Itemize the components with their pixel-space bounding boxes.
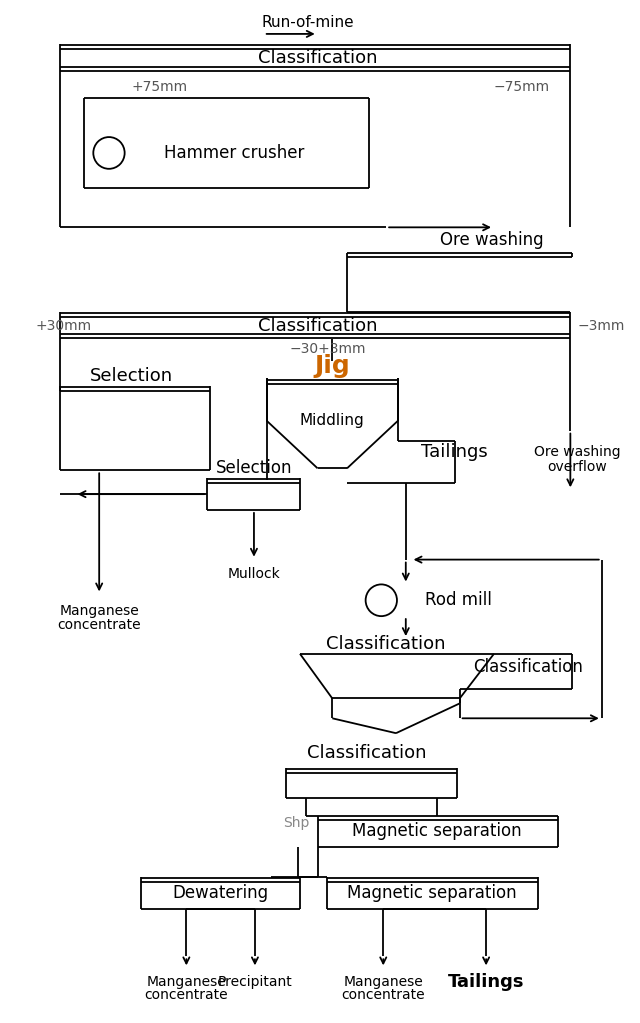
Text: Selection: Selection bbox=[216, 459, 292, 478]
Text: Tailings: Tailings bbox=[421, 444, 488, 461]
Text: concentrate: concentrate bbox=[145, 988, 228, 1003]
Text: Manganese: Manganese bbox=[147, 975, 226, 989]
Text: Magnetic separation: Magnetic separation bbox=[348, 884, 517, 902]
Text: concentrate: concentrate bbox=[58, 618, 141, 632]
Text: Classification: Classification bbox=[326, 635, 446, 653]
Text: +30mm: +30mm bbox=[35, 318, 92, 332]
Text: Shp: Shp bbox=[284, 816, 310, 831]
Text: Magnetic separation: Magnetic separation bbox=[352, 822, 522, 840]
Text: −30+3mm: −30+3mm bbox=[289, 343, 365, 356]
Text: Selection: Selection bbox=[90, 367, 173, 385]
Text: Ore washing: Ore washing bbox=[440, 231, 544, 250]
Text: +75mm: +75mm bbox=[131, 81, 188, 94]
Text: Classification: Classification bbox=[474, 658, 583, 676]
Text: Middling: Middling bbox=[300, 413, 365, 429]
Text: Classification: Classification bbox=[258, 49, 378, 66]
Text: Classification: Classification bbox=[258, 316, 378, 335]
Text: Mullock: Mullock bbox=[228, 568, 280, 581]
Text: Hammer crusher: Hammer crusher bbox=[164, 144, 305, 162]
Text: Jig: Jig bbox=[314, 354, 350, 379]
Text: Dewatering: Dewatering bbox=[173, 884, 269, 902]
Text: −75mm: −75mm bbox=[494, 81, 550, 94]
Text: Classification: Classification bbox=[307, 744, 426, 762]
Text: −3mm: −3mm bbox=[577, 318, 625, 332]
Text: Run-of-mine: Run-of-mine bbox=[262, 14, 354, 30]
Text: overflow: overflow bbox=[547, 460, 607, 475]
Text: Manganese: Manganese bbox=[60, 605, 139, 618]
Text: concentrate: concentrate bbox=[342, 988, 425, 1003]
Text: Tailings: Tailings bbox=[448, 973, 524, 991]
Text: Manganese: Manganese bbox=[344, 975, 423, 989]
Text: Rod mill: Rod mill bbox=[426, 591, 492, 610]
Text: Precipitant: Precipitant bbox=[218, 975, 292, 989]
Text: Ore washing: Ore washing bbox=[534, 445, 621, 459]
